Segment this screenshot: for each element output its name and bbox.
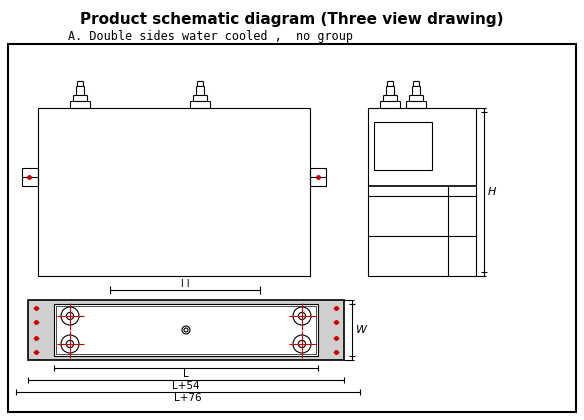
Bar — [310, 168, 326, 186]
Text: L+76: L+76 — [174, 393, 202, 403]
Text: Product schematic diagram (Three view drawing): Product schematic diagram (Three view dr… — [80, 12, 504, 27]
Bar — [22, 168, 38, 186]
Bar — [56, 306, 316, 354]
Text: A. Double sides water cooled ,  no group: A. Double sides water cooled , no group — [68, 30, 353, 43]
Bar — [38, 108, 310, 276]
Text: L+54: L+54 — [172, 381, 200, 391]
Text: W: W — [356, 325, 367, 335]
Text: L: L — [183, 369, 189, 379]
Bar — [8, 44, 576, 412]
Bar — [374, 122, 432, 170]
Bar — [54, 304, 318, 356]
Bar — [28, 300, 344, 360]
Text: l l: l l — [180, 279, 189, 289]
Bar — [368, 108, 476, 276]
Text: H: H — [488, 187, 496, 197]
